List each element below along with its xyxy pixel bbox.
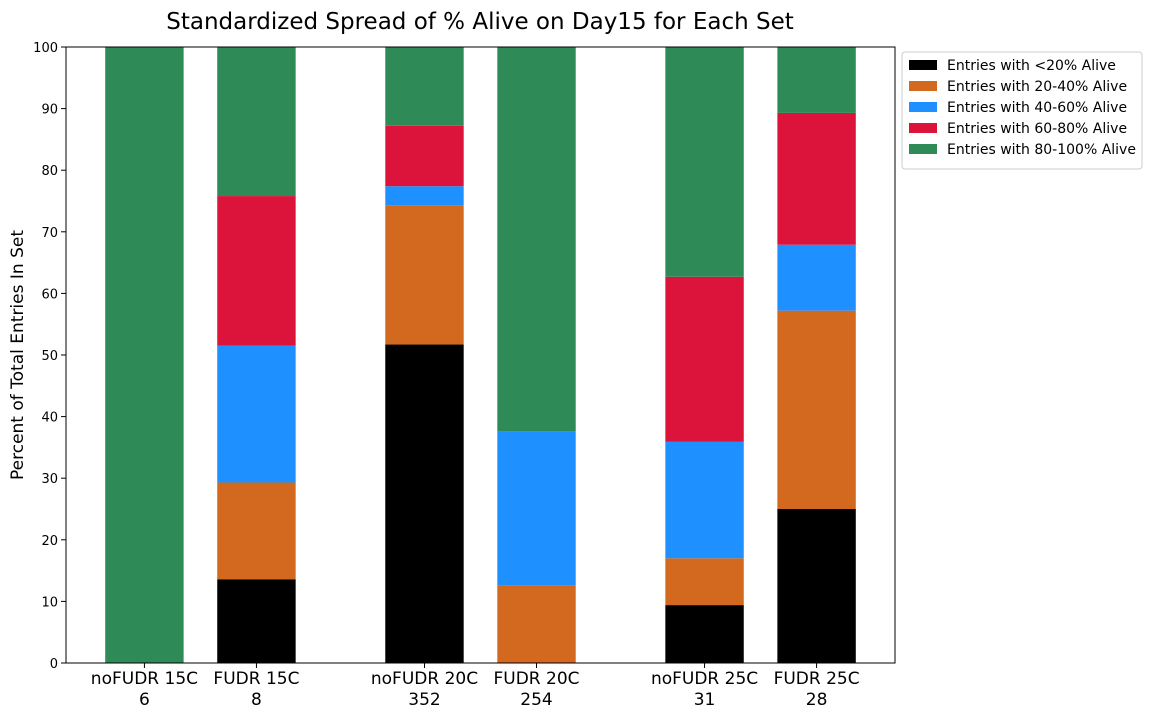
legend-swatch [909,81,937,91]
bar-segment [497,47,576,432]
x-tick-count: 254 [520,690,552,710]
y-tick-label: 70 [41,226,58,241]
x-tick-count: 28 [806,690,828,710]
x-tick-count: 352 [408,690,440,710]
bar-segment [665,441,744,559]
bar-segment [385,344,464,663]
y-tick-label: 20 [41,534,58,549]
bar-segment [777,47,856,113]
bar-segment [777,310,856,509]
y-tick-label: 90 [41,103,58,118]
chart-title: Standardized Spread of % Alive on Day15 … [166,9,794,35]
bar-segment [777,112,856,245]
legend-swatch [909,144,937,154]
x-tick-count: 31 [694,690,716,710]
y-tick-label: 80 [41,164,58,179]
bar-segment [665,558,744,606]
x-tick-count: 6 [139,690,150,710]
bar-segment [665,276,744,442]
bar-segment [217,482,296,580]
bar-segment [217,345,296,483]
bar-segment [385,186,464,206]
bar-segment [217,196,296,346]
bar-segment [385,125,464,187]
y-tick-label: 0 [50,657,58,672]
bar-segment [217,579,296,663]
x-tick-label: noFUDR 20C [371,669,478,689]
bar-segment [497,585,576,663]
legend-label: Entries with 20-40% Alive [947,79,1127,95]
y-tick-label: 60 [41,287,58,302]
legend: Entries with <20% Alive Entries with 20-4… [901,51,1143,170]
y-tick-label: 100 [33,41,58,56]
bar-segment [385,47,464,126]
bar-segment [665,47,744,277]
bar-segment [217,47,296,197]
legend-label: Entries with 80-100% Alive [947,142,1136,158]
y-tick-label: 30 [41,472,58,487]
bar-segment [497,431,576,586]
legend-box [901,51,1143,170]
legend-swatch [909,102,937,112]
y-axis-title: Percent of Total Entries In Set [8,230,28,480]
legend-swatch [909,123,937,133]
bars-layer [105,47,856,663]
x-tick-label: FUDR 20C [493,669,579,689]
legend-label: Entries with 40-60% Alive [947,100,1127,116]
y-tick-label: 50 [41,349,58,364]
bar-segment [385,205,464,345]
legend-swatch [909,60,937,70]
bar-segment [777,244,856,311]
y-tick-label: 10 [41,595,58,610]
x-tick-label: noFUDR 15C [91,669,198,689]
x-tick-label: FUDR 15C [213,669,299,689]
y-tick-label: 40 [41,411,58,426]
x-tick-count: 8 [251,690,262,710]
x-tick-label: noFUDR 25C [651,669,758,689]
legend-label: Entries with 60-80% Alive [947,121,1127,137]
plot-frame [65,46,896,664]
bar-segment [105,47,184,663]
bar-segment [665,605,744,663]
x-tick-label: FUDR 25C [774,669,860,689]
bar-segment [777,509,856,663]
legend-label: Entries with <20% Alive [947,58,1116,74]
